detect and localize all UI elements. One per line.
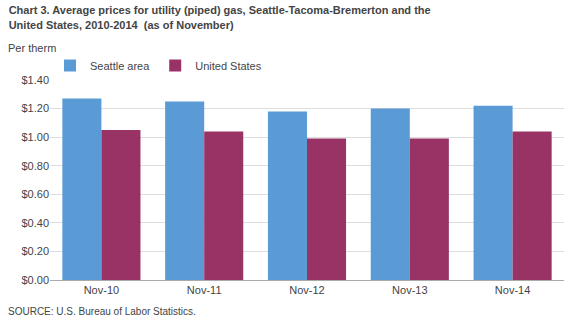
svg-text:Nov-13: Nov-13 — [392, 284, 427, 296]
svg-text:Nov-11: Nov-11 — [187, 284, 222, 296]
svg-text:$1.40: $1.40 — [21, 74, 49, 86]
svg-text:$1.00: $1.00 — [21, 131, 49, 143]
svg-text:Nov-10: Nov-10 — [84, 284, 119, 296]
svg-text:Nov-14: Nov-14 — [495, 284, 530, 296]
svg-text:Nov-12: Nov-12 — [289, 284, 324, 296]
svg-text:Per therm: Per therm — [8, 42, 56, 54]
svg-text:$0.60: $0.60 — [21, 188, 49, 200]
svg-text:$0.00: $0.00 — [21, 274, 49, 286]
svg-text:SOURCE: U.S. Bureau of Labor S: SOURCE: U.S. Bureau of Labor Statistics. — [8, 306, 196, 317]
svg-text:Seattle area: Seattle area — [90, 60, 150, 72]
svg-text:$0.20: $0.20 — [21, 245, 49, 257]
svg-text:United States: United States — [195, 60, 262, 72]
svg-text:$1.20: $1.20 — [21, 102, 49, 114]
svg-text:$0.40: $0.40 — [21, 217, 49, 229]
svg-text:Chart 3. Average prices for ut: Chart 3. Average prices for utility (pip… — [9, 4, 431, 30]
svg-text:$0.80: $0.80 — [21, 160, 49, 172]
